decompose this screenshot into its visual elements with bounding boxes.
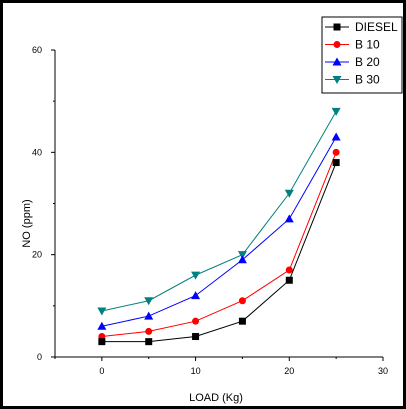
data-point-b20 bbox=[97, 321, 107, 330]
data-point-b20 bbox=[191, 291, 201, 300]
series-line-b30 bbox=[101, 111, 337, 312]
legend-label-diesel: DIESEL bbox=[355, 20, 398, 34]
legend-marker-b30 bbox=[332, 76, 342, 84]
data-point-b20 bbox=[284, 214, 294, 223]
series-b30 bbox=[97, 107, 341, 316]
y-tick-label: 0 bbox=[37, 352, 42, 362]
data-point-diesel bbox=[145, 338, 153, 346]
data-point-diesel bbox=[285, 276, 293, 284]
series-diesel bbox=[98, 159, 340, 346]
data-point-b30 bbox=[237, 251, 247, 260]
y-tick-label: 40 bbox=[32, 147, 42, 157]
legend-item-b30: B 30 bbox=[325, 73, 380, 87]
data-point-b20 bbox=[144, 311, 154, 320]
data-point-b10 bbox=[238, 297, 246, 305]
x-axis-title: LOAD (Kg) bbox=[189, 392, 243, 404]
legend: DIESEL B 10 B 20 B 30 bbox=[321, 16, 403, 94]
y-tick-label: 60 bbox=[32, 45, 42, 55]
axes: 0 10 20 30 0 20 40 60 LOAD (Kg) NO (ppm) bbox=[21, 45, 388, 404]
data-point-b30 bbox=[331, 107, 341, 116]
series-line-b10 bbox=[101, 152, 337, 338]
x-tick-label: 20 bbox=[284, 366, 294, 376]
data-point-b10 bbox=[145, 327, 153, 335]
data-point-b10 bbox=[332, 148, 340, 156]
series-layer bbox=[97, 107, 341, 346]
y-axis-title: NO (ppm) bbox=[21, 199, 33, 247]
data-point-diesel bbox=[238, 317, 246, 325]
series-line-diesel bbox=[101, 162, 337, 343]
legend-label-b10: B 10 bbox=[355, 38, 380, 52]
legend-label-b30: B 30 bbox=[355, 73, 380, 87]
data-point-b30 bbox=[191, 271, 201, 280]
data-point-b30 bbox=[97, 307, 107, 316]
legend-marker-b20 bbox=[332, 57, 342, 66]
legend-item-diesel: DIESEL bbox=[325, 20, 398, 34]
data-point-diesel bbox=[332, 159, 340, 167]
data-point-b10 bbox=[192, 317, 200, 325]
data-point-b30 bbox=[284, 189, 294, 198]
legend-item-b10: B 10 bbox=[325, 38, 380, 52]
legend-marker-diesel bbox=[333, 23, 341, 31]
legend-item-b20: B 20 bbox=[325, 55, 380, 69]
data-point-diesel bbox=[98, 338, 106, 346]
data-point-b10 bbox=[285, 266, 293, 274]
x-tick-label: 10 bbox=[191, 366, 201, 376]
data-point-b20 bbox=[331, 132, 341, 141]
data-point-diesel bbox=[192, 333, 200, 341]
x-tick-label: 30 bbox=[378, 366, 388, 376]
series-b10 bbox=[98, 148, 340, 341]
legend-label-b20: B 20 bbox=[355, 55, 380, 69]
series-b20 bbox=[97, 132, 341, 330]
x-tick-label: 0 bbox=[99, 366, 104, 376]
y-tick-label: 20 bbox=[32, 250, 42, 260]
data-point-b20 bbox=[237, 255, 247, 264]
data-point-b30 bbox=[144, 297, 154, 306]
series-line-b20 bbox=[101, 136, 337, 327]
legend-marker-b10 bbox=[333, 41, 341, 48]
